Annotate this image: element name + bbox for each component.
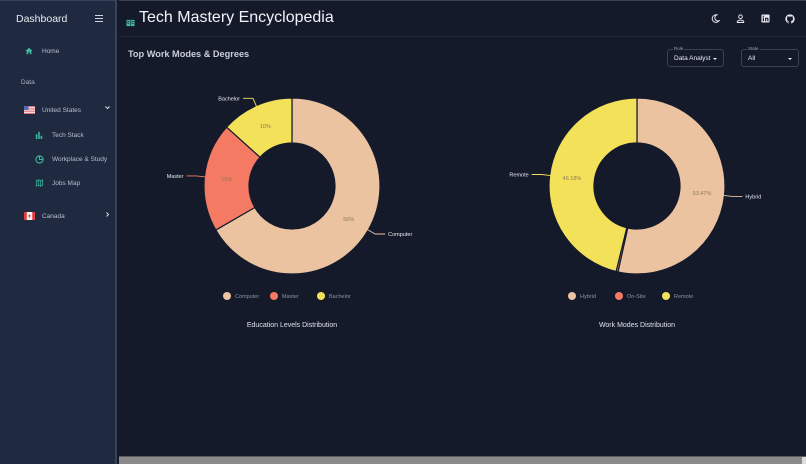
user-icon[interactable] xyxy=(735,13,746,24)
github-icon[interactable] xyxy=(784,13,795,24)
slice-value-label: 15% xyxy=(221,177,232,183)
sidebar-title: Dashboard xyxy=(16,13,68,25)
linkedin-icon[interactable] xyxy=(760,13,771,24)
us-flag-icon xyxy=(24,106,35,114)
book-icon xyxy=(126,14,135,27)
sidebar-section-label: Data xyxy=(21,79,35,86)
legend-marker[interactable] xyxy=(568,292,576,300)
horizontal-scrollbar[interactable] xyxy=(119,456,806,464)
moon-icon[interactable] xyxy=(710,13,721,24)
slice-value-label: 53.47% xyxy=(693,191,712,197)
role-select-caption: Role xyxy=(673,46,685,51)
legend-label[interactable]: Computer xyxy=(235,294,259,300)
slice-category-label: Master xyxy=(167,174,184,180)
section-title: Top Work Modes & Degrees xyxy=(128,49,250,59)
slice-hybrid[interactable] xyxy=(617,97,726,275)
sidebar-item-jobs-map[interactable]: Jobs Map xyxy=(0,173,117,193)
bar-chart-icon xyxy=(34,130,44,140)
slice-master[interactable] xyxy=(203,126,261,231)
sidebar-item-label: United States xyxy=(42,106,82,114)
chart-title: Work Modes Distribution xyxy=(599,322,675,329)
slice-bachelor[interactable] xyxy=(225,97,293,159)
app-title: Tech Mastery Encyclopedia xyxy=(139,9,334,26)
chevron-down-icon xyxy=(105,105,110,112)
hamburger-icon[interactable] xyxy=(95,15,103,23)
legend-label[interactable]: Hybrid xyxy=(580,294,596,300)
sidebar-item-label: Canada xyxy=(42,212,65,220)
chart-title: Education Levels Distribution xyxy=(247,322,337,329)
sidebar-header: Dashboard xyxy=(0,1,117,37)
role-select[interactable]: Role Data Analyst xyxy=(667,46,724,67)
slice-value-label: 10% xyxy=(260,124,271,130)
chevron-right-icon xyxy=(105,212,110,219)
sidebar-item-workplace-study[interactable]: Workplace & Study xyxy=(0,149,117,169)
sidebar-item-united-states[interactable]: United States xyxy=(0,100,117,120)
slice-value-label: 46.18% xyxy=(563,176,582,182)
top-header: Tech Mastery Encyclopedia xyxy=(119,1,806,37)
sidebar: Dashboard Home Data United States xyxy=(0,0,117,464)
slice-value-label: 50% xyxy=(343,217,354,223)
state-select-caption: State xyxy=(747,46,760,51)
caret-down-icon xyxy=(713,58,717,60)
sidebar-item-label: Home xyxy=(42,47,60,55)
charts-canvas: 50% Computer 15% Master 10% Bachelor Computer M… xyxy=(167,96,762,329)
sidebar-item-label: Jobs Map xyxy=(52,179,81,187)
slice-remote[interactable] xyxy=(548,97,638,273)
legend-label[interactable]: On-Site xyxy=(627,294,646,300)
home-icon xyxy=(24,46,34,56)
legend-label[interactable]: Bachelor xyxy=(329,294,351,300)
work-modes-donut-chart: 53.47% Hybrid 46.18% Remote Hybrid On-Site Rem… xyxy=(509,97,761,329)
caret-down-icon xyxy=(788,58,792,60)
legend-marker[interactable] xyxy=(223,292,231,300)
main-content: Tech Mastery Encyclopedia Top Work Modes… xyxy=(119,0,806,464)
sidebar-item-tech-stack[interactable]: Tech Stack xyxy=(0,125,117,145)
slice-category-label: Hybrid xyxy=(745,194,761,200)
legend-marker[interactable] xyxy=(615,292,623,300)
sidebar-item-canada[interactable]: Canada xyxy=(0,206,117,226)
slice-category-label: Bachelor xyxy=(218,96,240,102)
sidebar-item-home[interactable]: Home xyxy=(0,41,117,61)
state-select[interactable]: State All xyxy=(741,46,799,67)
map-icon xyxy=(34,178,44,188)
legend-marker[interactable] xyxy=(317,292,325,300)
slice-computer[interactable] xyxy=(214,97,381,275)
canada-flag-icon xyxy=(24,212,35,220)
legend-marker[interactable] xyxy=(662,292,670,300)
slice-category-label: Computer xyxy=(388,232,412,238)
legend-label[interactable]: Master xyxy=(282,294,299,300)
legend-marker[interactable] xyxy=(270,292,278,300)
sidebar-item-label: Tech Stack xyxy=(52,131,84,139)
legend-label[interactable]: Remote xyxy=(674,294,693,300)
role-select-value: Data Analyst xyxy=(674,55,711,62)
state-select-value: All xyxy=(748,55,756,62)
pie-chart-icon xyxy=(34,154,44,164)
sidebar-item-label: Workplace & Study xyxy=(52,155,108,163)
education-donut-chart: 50% Computer 15% Master 10% Bachelor Computer M… xyxy=(167,96,413,329)
slice-category-label: Remote xyxy=(509,173,528,179)
